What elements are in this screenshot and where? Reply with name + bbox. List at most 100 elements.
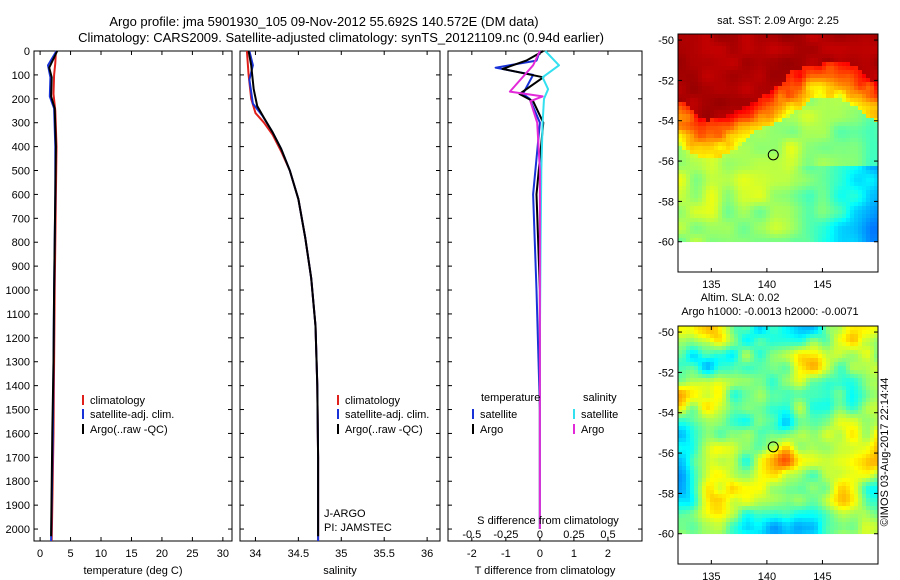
map-cell (686, 426, 691, 431)
map-cell (830, 58, 835, 63)
map-cell (722, 54, 727, 59)
map-cell (822, 58, 827, 63)
map-cell (702, 482, 707, 487)
map-cell (754, 126, 759, 131)
map-cell (834, 102, 839, 107)
map-cell (854, 138, 859, 143)
map-cell (750, 378, 755, 383)
map-cell (690, 338, 695, 343)
map-cell (730, 214, 735, 219)
map-cell (786, 482, 791, 487)
map-cell (762, 222, 767, 227)
map-cell (746, 450, 751, 455)
map-cell (706, 78, 711, 83)
map-cell (850, 138, 855, 143)
map-cell (830, 222, 835, 227)
map-cell (802, 422, 807, 427)
map-cell (858, 366, 863, 371)
map-cell (714, 330, 719, 335)
legend-label: climatology (90, 395, 146, 407)
map-cell (814, 126, 819, 131)
map-cell (814, 114, 819, 119)
map-cell (738, 358, 743, 363)
map-cell (710, 162, 715, 167)
map-cell (782, 478, 787, 483)
map-cell (814, 486, 819, 491)
map-cell (834, 42, 839, 47)
map-cell (794, 98, 799, 103)
map-cell (790, 438, 795, 443)
map-cell (858, 42, 863, 47)
map-cell (730, 414, 735, 419)
map-cell (762, 438, 767, 443)
map-cell (730, 178, 735, 183)
map-cell (850, 334, 855, 339)
map-cell (790, 114, 795, 119)
map-cell (838, 210, 843, 215)
map-cell (806, 82, 811, 87)
map-cell (734, 230, 739, 235)
map-cell (794, 38, 799, 43)
map-cell (814, 146, 819, 151)
map-cell (782, 66, 787, 71)
map-cell (858, 374, 863, 379)
map-cell (850, 378, 855, 383)
map-cell (718, 78, 723, 83)
map-cell (710, 42, 715, 47)
map-cell (758, 482, 763, 487)
map-cell (678, 74, 683, 79)
map-cell (694, 58, 699, 63)
map-cell (750, 410, 755, 415)
map-cell (706, 98, 711, 103)
map-cell (874, 334, 879, 339)
map-cell (682, 190, 687, 195)
map-cell (690, 482, 695, 487)
map-cell (790, 226, 795, 231)
map-cell (754, 378, 759, 383)
map-cell (846, 114, 851, 119)
map-cell (690, 190, 695, 195)
map-cell (842, 410, 847, 415)
map-cell (758, 354, 763, 359)
map-cell (678, 410, 683, 415)
map-cell (826, 458, 831, 463)
map-cell (810, 166, 815, 171)
map-cell (866, 418, 871, 423)
map-cell (810, 214, 815, 219)
map-cell (782, 386, 787, 391)
map-cell (686, 114, 691, 119)
map-cell (774, 422, 779, 427)
map-cell (826, 342, 831, 347)
map-cell (746, 418, 751, 423)
map-cell (866, 202, 871, 207)
map-cell (734, 130, 739, 135)
map-cell (686, 98, 691, 103)
map-cell (678, 166, 683, 171)
x-tick-label-salinity: -0.25 (493, 529, 518, 541)
map-cell (814, 90, 819, 95)
map-cell (678, 486, 683, 491)
map-cell (774, 106, 779, 111)
map-cell (690, 214, 695, 219)
map-cell (778, 66, 783, 71)
map-cell (770, 454, 775, 459)
map-cell (694, 354, 699, 359)
map-cell (842, 46, 847, 51)
map-cell (746, 74, 751, 79)
map-cell (754, 82, 759, 87)
map-cell (782, 34, 787, 39)
map-cell (830, 118, 835, 123)
map-cell (842, 378, 847, 383)
map-cell (822, 418, 827, 423)
map-cell (786, 162, 791, 167)
map-cell (790, 102, 795, 107)
map-cell (814, 362, 819, 367)
map-cell (870, 126, 875, 131)
map-cell (746, 174, 751, 179)
map-cell (830, 46, 835, 51)
map-cell (714, 94, 719, 99)
map-cell (734, 430, 739, 435)
map-cell (702, 50, 707, 55)
map-cell (714, 366, 719, 371)
map-cell (718, 190, 723, 195)
